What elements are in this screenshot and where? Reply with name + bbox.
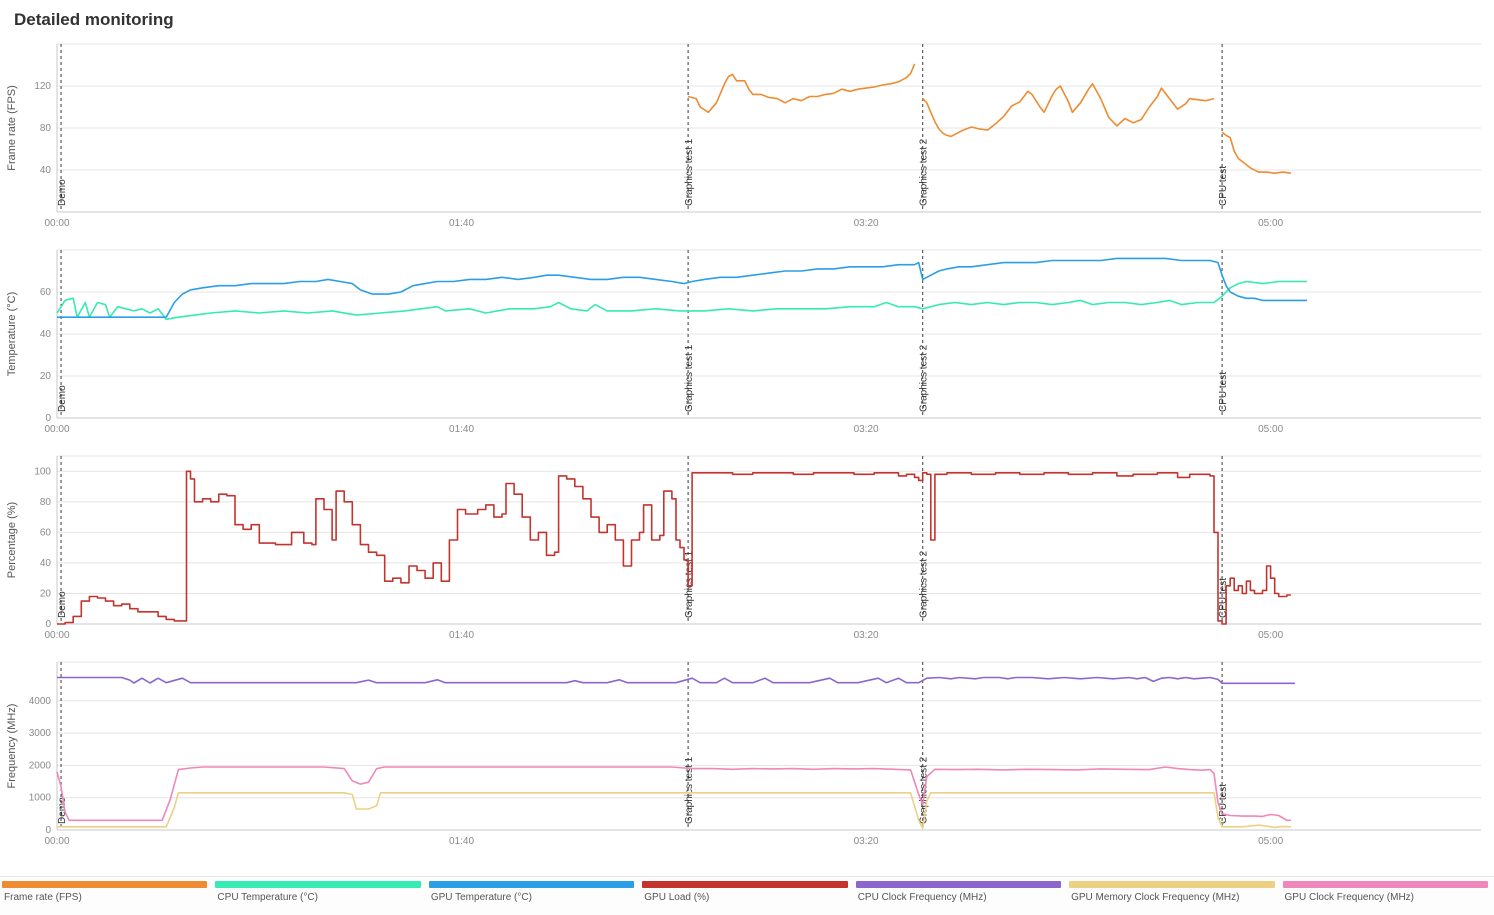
y-tick-label: 3000 [29,728,52,739]
x-tick-label: 01:40 [449,218,474,229]
percentage-chart-svg: 0 20 40 60 80 100 00:00 01:40 03:20 05:00 Percenta… [6,455,1481,641]
legend-swatch-gpu_clock [1282,881,1488,888]
y-axis-title: Frequency (MHz) [6,704,18,789]
y-tick-label: 20 [40,371,52,382]
legend-item-gpu_mem_clock: GPU Memory Clock Frequency (MHz) [1067,881,1280,903]
x-tick-label: 01:40 [449,630,474,641]
temperature-chart: 0 20 40 60 00:00 01:40 03:20 05:00 Temperature (… [0,242,1494,448]
x-tick-label: 01:40 [449,424,474,435]
x-tick-label: 00:00 [44,218,69,229]
legend: Frame rate (FPS) CPU Temperature (°C) GPU … [0,876,1494,915]
y-tick-label: 40 [40,329,52,340]
frequency-chart-svg: 0 1000 2000 3000 4000 00:00 01:40 03:20 05:00 Fre… [6,661,1481,847]
frame-rate-chart-svg: 40 80 120 00:00 01:40 03:20 05:00 Frame rate (F… [6,43,1481,229]
event-label: Graphics test 1 [684,344,695,412]
legend-label: GPU Clock Frequency (MHz) [1284,892,1414,903]
x-tick-label: 05:00 [1258,218,1283,229]
x-tick-label: 00:00 [44,836,69,847]
frame-rate-chart: 40 80 120 00:00 01:40 03:20 05:00 Frame rate (F… [0,36,1494,242]
event-label: Graphics test 1 [684,138,695,206]
series-frame_rate-line [1221,131,1292,174]
frequency-chart: 0 1000 2000 3000 4000 00:00 01:40 03:20 05:00 Fre… [0,654,1494,860]
page-title: Detailed monitoring [14,10,174,29]
y-axis-title: Temperature (°C) [6,292,18,376]
series-gpu_mem_clock-line [57,792,1291,830]
y-tick-label: 60 [40,527,52,538]
x-tick-label: 00:00 [44,630,69,641]
y-tick-label: 40 [40,165,52,176]
y-tick-label: 80 [40,123,52,134]
event-label: Demo [57,385,68,412]
event-label: Demo [57,797,68,824]
legend-item-gpu_clock: GPU Clock Frequency (MHz) [1281,881,1494,903]
event-label: CPU test [1218,372,1229,412]
y-tick-label: 4000 [29,696,52,707]
x-tick-label: 03:20 [854,836,879,847]
event-label: Demo [57,591,68,618]
x-tick-label: 00:00 [44,424,69,435]
y-tick-label: 20 [40,588,52,599]
legend-label: Frame rate (FPS) [4,892,82,903]
percentage-chart: 0 20 40 60 80 100 00:00 01:40 03:20 05:00 Percenta… [0,448,1494,654]
x-tick-label: 03:20 [854,218,879,229]
legend-swatch-gpu_mem_clock [1069,881,1275,888]
y-tick-label: 60 [40,287,52,298]
series-frame_rate-line [687,63,916,114]
legend-item-cpu_temp: CPU Temperature (°C) [213,881,426,903]
event-label: Graphics test 1 [684,550,695,618]
charts-area: 40 80 120 00:00 01:40 03:20 05:00 Frame rate (F… [0,36,1494,876]
series-gpu_clock-line [56,766,1291,822]
event-label: Graphics test 2 [919,344,930,412]
legend-item-cpu_clock: CPU Clock Frequency (MHz) [854,881,1067,903]
y-tick-label: 40 [40,558,52,569]
legend-item-gpu_load: GPU Load (%) [640,881,853,903]
legend-swatch-gpu_temp [428,881,635,888]
y-tick-label: 100 [34,466,51,477]
event-label: Demo [57,179,68,206]
x-tick-label: 05:00 [1258,424,1283,435]
y-axis-title: Frame rate (FPS) [6,85,18,171]
event-label: CPU test [1218,578,1229,618]
legend-swatch-frame_rate [2,881,208,888]
y-tick-label: 2000 [29,760,52,771]
y-tick-label: 0 [45,825,51,836]
legend-label: GPU Memory Clock Frequency (MHz) [1071,892,1240,903]
legend-label: CPU Clock Frequency (MHz) [857,892,987,903]
legend-label: CPU Temperature (°C) [217,892,318,903]
y-axis-title: Percentage (%) [6,502,18,578]
legend-swatch-cpu_clock [855,881,1062,888]
temperature-chart-svg: 0 20 40 60 00:00 01:40 03:20 05:00 Temperature (… [6,249,1481,435]
series-cpu_temp-line [56,280,1307,321]
legend-label: GPU Temperature (°C) [430,892,532,903]
x-tick-label: 01:40 [449,836,474,847]
legend-item-frame_rate: Frame rate (FPS) [0,881,213,903]
event-label: CPU test [1218,166,1229,206]
y-tick-label: 1000 [29,793,52,804]
y-tick-label: 0 [45,413,51,424]
y-tick-label: 80 [40,497,52,508]
x-tick-label: 05:00 [1258,630,1283,641]
series-cpu_clock-line [57,676,1295,685]
legend-swatch-gpu_load [642,881,848,888]
x-tick-label: 05:00 [1258,836,1283,847]
event-label: Graphics test 2 [919,138,930,206]
x-tick-label: 03:20 [854,424,879,435]
series-gpu_temp-line [57,257,1307,318]
event-label: Graphics test 2 [919,550,930,618]
event-label: CPU test [1218,784,1229,824]
series-frame_rate-line [922,83,1215,138]
legend-swatch-cpu_temp [215,881,421,888]
y-tick-label: 0 [45,619,51,630]
series-gpu_load-line [57,470,1291,625]
legend-label: GPU Load (%) [644,892,710,903]
legend-item-gpu_temp: GPU Temperature (°C) [427,881,640,903]
event-label: Graphics test 1 [684,756,695,824]
x-tick-label: 03:20 [854,630,879,641]
y-tick-label: 120 [34,81,51,92]
